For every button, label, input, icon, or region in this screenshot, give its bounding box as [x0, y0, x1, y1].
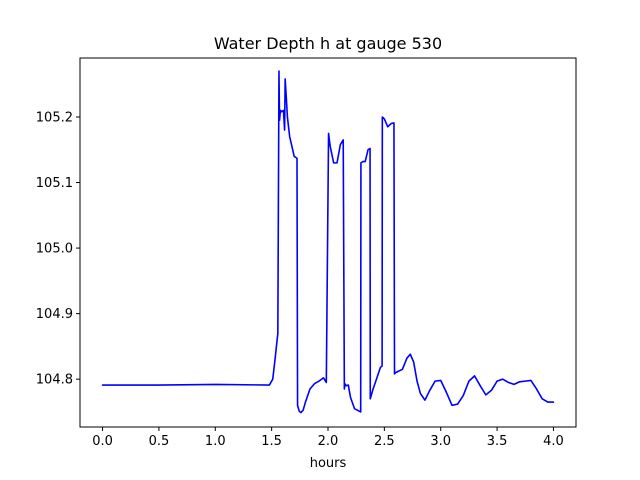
x-tick-label: 2.0 [318, 434, 339, 449]
y-tick-label: 104.9 [36, 307, 73, 322]
x-tick-label: 0.5 [149, 434, 170, 449]
plot-area [101, 70, 555, 414]
y-tick-label: 105.1 [36, 176, 73, 191]
x-tick-label: 3.0 [430, 434, 451, 449]
series-line-0 [101, 70, 555, 414]
x-axis-label: hours [310, 456, 347, 471]
axes-frame [79, 57, 577, 428]
y-axis-ticks: 104.8 104.9 105.0 105.1 105.2 [36, 110, 80, 388]
x-axis-ticks: 0.0 0.5 1.0 1.5 2.0 2.5 3.0 3.5 4.0 [92, 427, 564, 449]
x-tick-label: 3.5 [487, 434, 508, 449]
x-tick-label: 2.5 [374, 434, 395, 449]
x-tick-label: 1.0 [205, 434, 226, 449]
y-tick-label: 105.0 [36, 242, 73, 257]
y-tick-label: 105.2 [36, 110, 73, 125]
y-tick-label: 104.8 [36, 373, 73, 388]
chart-title: Water Depth h at gauge 530 [214, 34, 442, 53]
x-tick-label: 4.0 [543, 434, 564, 449]
x-tick-label: 1.5 [261, 434, 282, 449]
x-tick-label: 0.0 [92, 434, 113, 449]
